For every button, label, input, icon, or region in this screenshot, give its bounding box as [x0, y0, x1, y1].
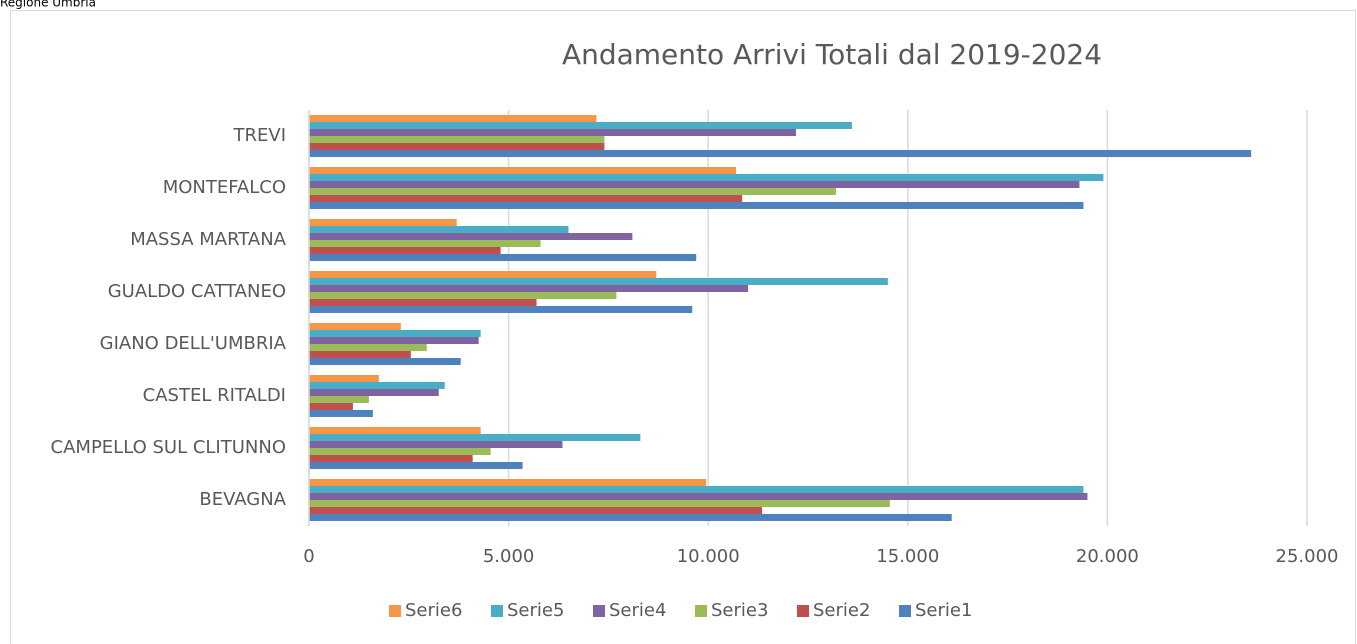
bar: [309, 143, 605, 150]
bar: [309, 434, 641, 441]
bar: [309, 403, 353, 410]
bar: [309, 358, 461, 365]
x-tick-label: 25.000: [1276, 546, 1339, 567]
bar: [309, 330, 481, 337]
bar: [309, 493, 1088, 500]
bar: [309, 448, 491, 455]
bar: [309, 500, 890, 507]
legend-label: Serie4: [609, 600, 666, 621]
y-tick-label: GUALDO CATTANEO: [108, 281, 286, 302]
bar: [309, 344, 427, 351]
y-tick-label: CAMPELLO SUL CLITUNNO: [51, 437, 286, 458]
x-tick-label: 10.000: [677, 546, 740, 567]
x-tick-label: 5.000: [483, 546, 535, 567]
chart-border: [10, 10, 1356, 644]
bar: [309, 486, 1084, 493]
bar: [309, 323, 401, 330]
y-tick-label: GIANO DELL'UMBRIA: [100, 333, 287, 354]
bar: [309, 375, 379, 382]
bar: [309, 122, 852, 129]
legend-label: Serie2: [813, 600, 870, 621]
y-tick-label: MONTEFALCO: [163, 177, 286, 198]
bar: [309, 427, 481, 434]
legend-label: Serie5: [507, 600, 564, 621]
legend-label: Serie1: [915, 600, 972, 621]
bar: [309, 337, 479, 344]
bar: [309, 174, 1104, 181]
bar: [309, 188, 836, 195]
bar: [309, 382, 445, 389]
bar: [309, 181, 1080, 188]
bar: [309, 247, 501, 254]
bar: [309, 351, 411, 358]
bar: [309, 441, 563, 448]
bar: [309, 410, 373, 417]
y-tick-label: BEVAGNA: [199, 489, 286, 510]
legend-swatch: [797, 605, 809, 617]
legend-swatch: [899, 605, 911, 617]
bar: [309, 167, 737, 174]
bar: [309, 455, 473, 462]
bar: [309, 240, 541, 247]
y-tick-label: CASTEL RITALDI: [143, 385, 286, 406]
legend-label: Serie6: [405, 600, 462, 621]
chart-title: Andamento Arrivi Totali dal 2019-2024: [562, 38, 1102, 71]
legend-swatch: [389, 605, 401, 617]
bar: [309, 278, 888, 285]
header: Regione Umbria: [0, 0, 96, 10]
y-tick-label: MASSA MARTANA: [130, 229, 286, 250]
legend-label: Serie3: [711, 600, 768, 621]
y-tick-label: TREVI: [233, 125, 287, 146]
x-tick-label: 15.000: [876, 546, 939, 567]
bar: [309, 462, 523, 469]
x-tick-label: 20.000: [1076, 546, 1139, 567]
bar: [309, 136, 605, 143]
bar: [309, 219, 457, 226]
legend-swatch: [491, 605, 503, 617]
bar: [309, 254, 697, 261]
bar: [309, 150, 1252, 157]
bar: [309, 285, 749, 292]
bar: [309, 396, 369, 403]
bar: [309, 226, 569, 233]
bar: [309, 292, 617, 299]
x-tick-label: 0: [303, 546, 314, 567]
bar: [309, 202, 1084, 209]
legend-swatch: [695, 605, 707, 617]
bar: [309, 195, 743, 202]
bar: [309, 507, 763, 514]
bar: [309, 514, 952, 521]
bar: [309, 129, 797, 136]
bar: [309, 306, 693, 313]
legend-swatch: [593, 605, 605, 617]
bar: [309, 271, 657, 278]
bar: [309, 299, 537, 306]
bar: [309, 115, 597, 122]
bar: [309, 479, 707, 486]
bar: [309, 233, 633, 240]
bar: [309, 389, 439, 396]
